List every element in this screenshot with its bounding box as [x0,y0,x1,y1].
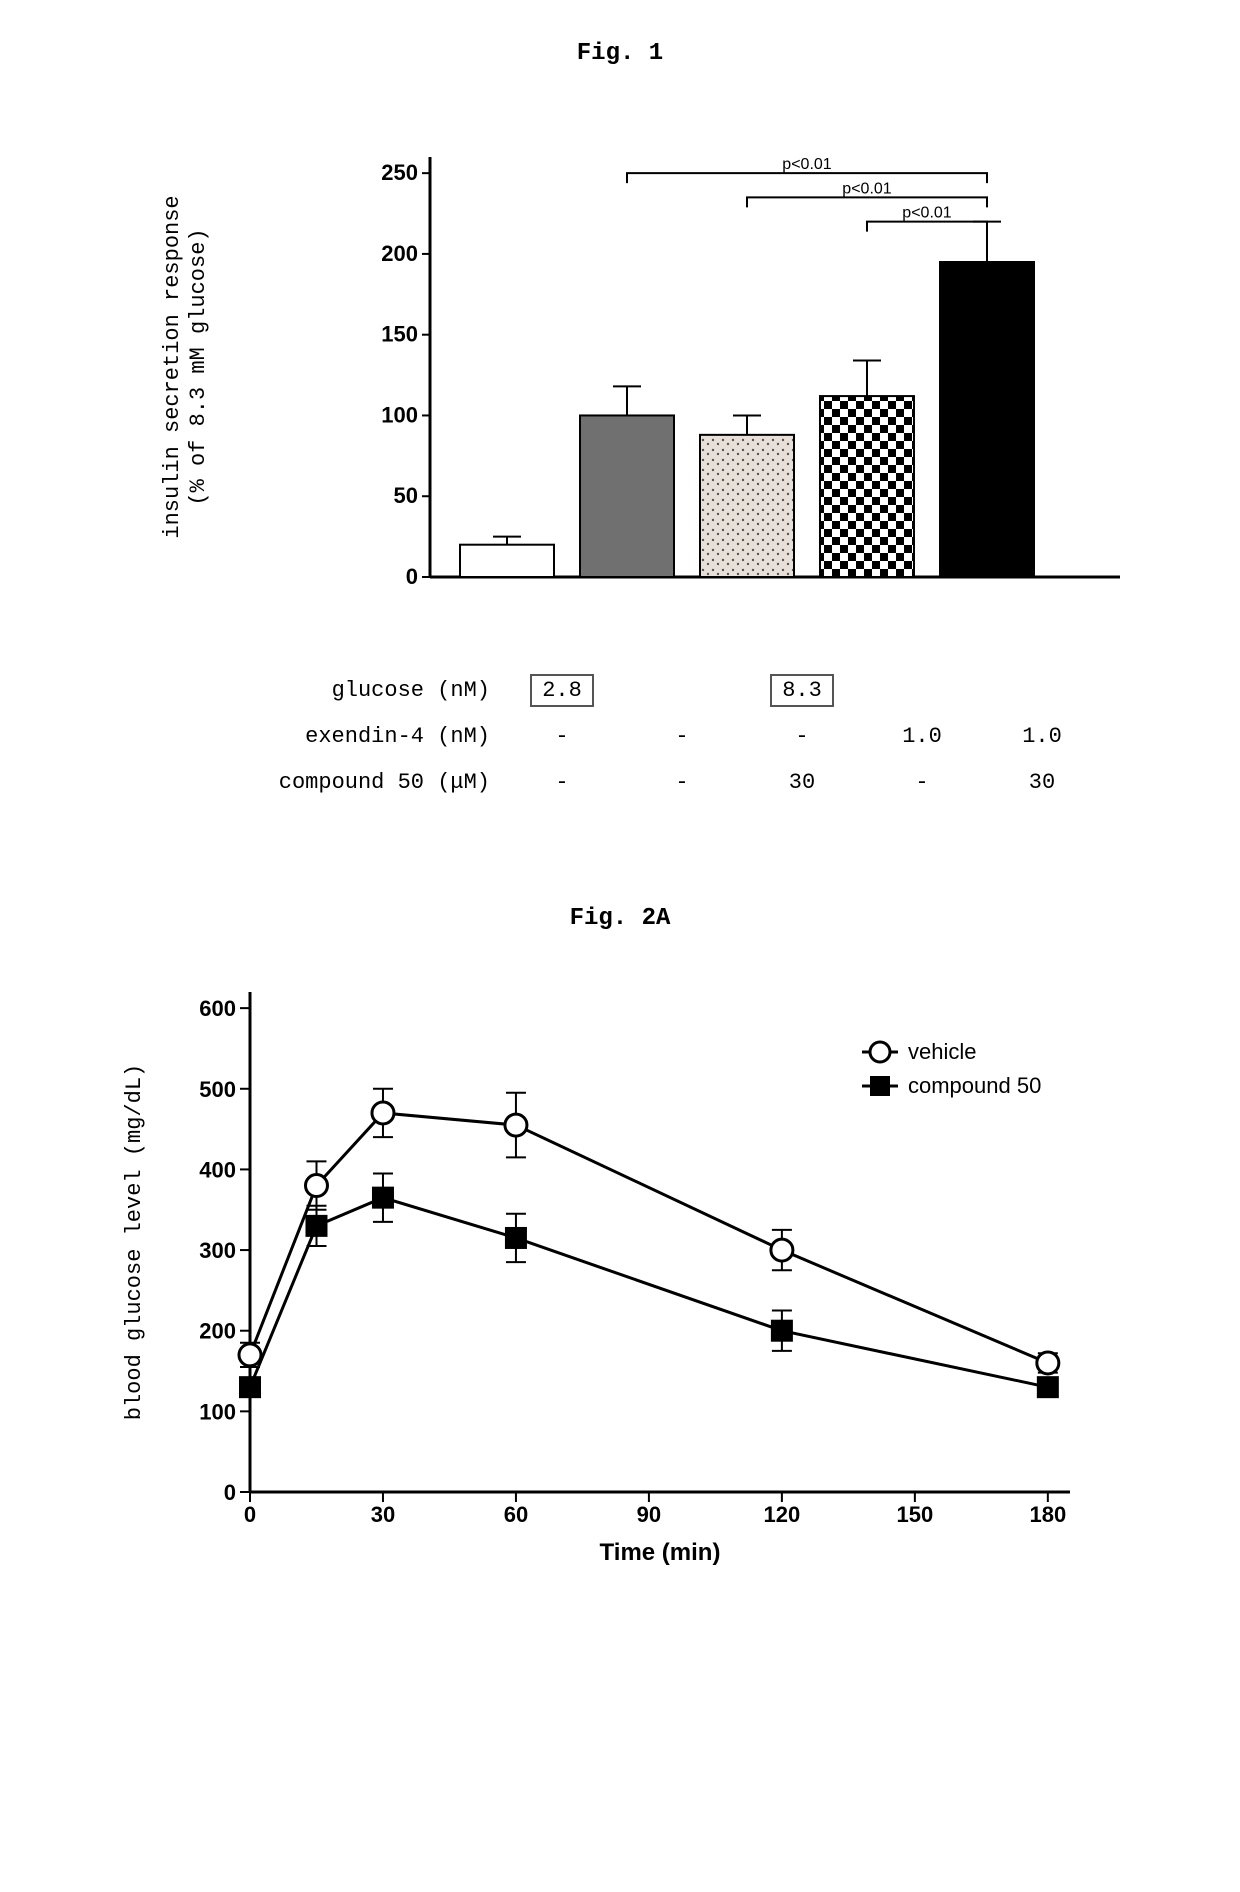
cond-cell: 30 [742,770,862,795]
cond-label: glucose (nM) [230,678,502,703]
cond-row-2: compound 50 (μM)--30-30 [230,759,1220,805]
cond-cell: - [742,724,862,749]
fig1-chart: insulin secretion response(% of 8.3 mM g… [120,97,1120,657]
bar-1 [580,415,674,577]
svg-text:30: 30 [371,1502,395,1527]
cond-row-1: exendin-4 (nM)---1.01.0 [230,713,1220,759]
cond-cell: - [502,724,622,749]
svg-text:0: 0 [244,1502,256,1527]
bar-2 [700,435,794,577]
cond-cell: - [622,770,742,795]
fig2a-title: Fig. 2A [20,905,1220,932]
svg-text:blood glucose level (mg/dL): blood glucose level (mg/dL) [122,1064,147,1420]
svg-text:100: 100 [199,1399,236,1424]
svg-text:0: 0 [406,564,418,589]
cond-label: compound 50 (μM) [230,770,502,795]
svg-text:400: 400 [199,1157,236,1182]
cond-cell: 1.0 [982,724,1102,749]
cond-row-0: glucose (nM)2.8 8.3 [230,667,1220,713]
cond-cell: 8.3 [742,674,862,707]
svg-text:p<0.01: p<0.01 [842,180,891,197]
svg-text:600: 600 [199,996,236,1021]
legend-label: vehicle [908,1039,976,1064]
svg-text:100: 100 [381,402,418,427]
svg-text:200: 200 [381,241,418,266]
svg-text:150: 150 [897,1502,934,1527]
cond-cell: 30 [982,770,1102,795]
svg-text:50: 50 [394,483,418,508]
bar-4 [940,262,1034,577]
fig1-conditions-table: glucose (nM)2.88.3exendin-4 (nM)---1.01.… [230,667,1220,805]
cond-cell: 1.0 [862,724,982,749]
cond-cell: - [622,724,742,749]
svg-text:150: 150 [381,322,418,347]
svg-text:60: 60 [504,1502,528,1527]
fig1-title: Fig. 1 [20,40,1220,67]
svg-text:p<0.01: p<0.01 [902,205,951,222]
series-line-1 [250,1198,1048,1388]
svg-text:insulin secretion response(% o: insulin secretion response(% of 8.3 mM g… [160,195,211,538]
bar-3 [820,396,914,577]
cond-cell: 2.8 [502,674,622,707]
svg-text:250: 250 [381,160,418,185]
cond-cell: - [862,770,982,795]
legend-label: compound 50 [908,1073,1041,1098]
bar-0 [460,545,554,577]
svg-text:Time (min): Time (min) [600,1539,721,1566]
svg-text:120: 120 [764,1502,801,1527]
svg-text:300: 300 [199,1238,236,1263]
svg-text:0: 0 [224,1480,236,1505]
cond-label: exendin-4 (nM) [230,724,502,749]
cond-cell: - [502,770,622,795]
svg-text:90: 90 [637,1502,661,1527]
fig2a-chart: 0 100 200 300 400 500 600 0 30 60 90 120 150 180 blood… [80,962,1160,1582]
svg-text:200: 200 [199,1319,236,1344]
series-line-0 [250,1113,1048,1363]
svg-text:180: 180 [1029,1502,1066,1527]
svg-text:p<0.01: p<0.01 [782,156,831,173]
svg-text:500: 500 [199,1077,236,1102]
